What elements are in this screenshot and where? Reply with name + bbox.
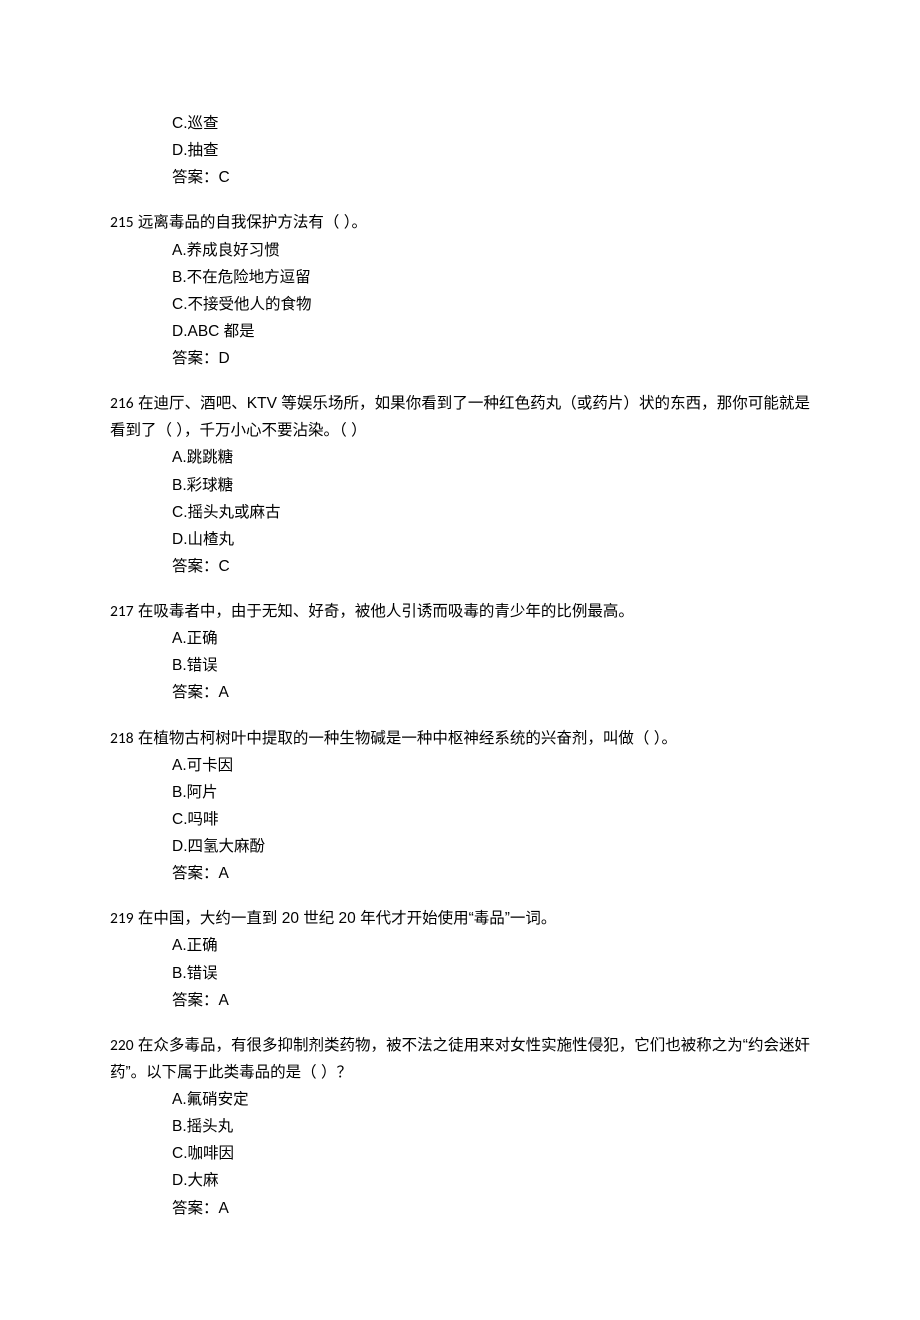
answer-line: 答案：C bbox=[110, 164, 810, 191]
option-line: A.可卡因 bbox=[110, 752, 810, 779]
question-number: 215 bbox=[110, 213, 134, 232]
option-line: B.阿片 bbox=[110, 779, 810, 806]
option-line: C.巡查 bbox=[110, 110, 810, 137]
option-line: A.正确 bbox=[110, 625, 810, 652]
question-text: 219 在中国，大约一直到 20 世纪 20 年代才开始使用“毒品”一词。 bbox=[110, 905, 810, 932]
question-body: 在植物古柯树叶中提取的一种生物碱是一种中枢神经系统的兴奋剂，叫做（ ）。 bbox=[138, 730, 677, 747]
question-body: 在吸毒者中，由于无知、好奇，被他人引诱而吸毒的青少年的比例最高。 bbox=[138, 603, 634, 620]
option-line: D.山楂丸 bbox=[110, 526, 810, 553]
option-line: B.错误 bbox=[110, 652, 810, 679]
option-line: C.吗啡 bbox=[110, 806, 810, 833]
option-line: B.彩球糖 bbox=[110, 472, 810, 499]
question-body: 在中国，大约一直到 20 世纪 20 年代才开始使用“毒品”一词。 bbox=[138, 910, 557, 927]
answer-line: 答案：A bbox=[110, 1195, 810, 1222]
option-line: D.ABC 都是 bbox=[110, 318, 810, 345]
question-219: 219 在中国，大约一直到 20 世纪 20 年代才开始使用“毒品”一词。 A.… bbox=[110, 905, 810, 1014]
question-217: 217 在吸毒者中，由于无知、好奇，被他人引诱而吸毒的青少年的比例最高。 A.正… bbox=[110, 598, 810, 707]
answer-line: 答案：C bbox=[110, 553, 810, 580]
option-line: B.摇头丸 bbox=[110, 1113, 810, 1140]
answer-line: 答案：A bbox=[110, 679, 810, 706]
question-number: 220 bbox=[110, 1036, 134, 1055]
option-line: D.大麻 bbox=[110, 1167, 810, 1194]
answer-line: 答案：A bbox=[110, 987, 810, 1014]
option-line: A.养成良好习惯 bbox=[110, 237, 810, 264]
option-line: C.不接受他人的食物 bbox=[110, 291, 810, 318]
question-number: 217 bbox=[110, 602, 134, 621]
question-216: 216 在迪厅、酒吧、KTV 等娱乐场所，如果你看到了一种红色药丸（或药片）状的… bbox=[110, 390, 810, 580]
answer-line: 答案：A bbox=[110, 860, 810, 887]
option-line: C.摇头丸或麻古 bbox=[110, 499, 810, 526]
question-number: 219 bbox=[110, 909, 134, 928]
question-number: 218 bbox=[110, 729, 134, 748]
option-line: B.不在危险地方逗留 bbox=[110, 264, 810, 291]
question-text: 216 在迪厅、酒吧、KTV 等娱乐场所，如果你看到了一种红色药丸（或药片）状的… bbox=[110, 390, 810, 444]
option-line: B.错误 bbox=[110, 960, 810, 987]
question-218: 218 在植物古柯树叶中提取的一种生物碱是一种中枢神经系统的兴奋剂，叫做（ ）。… bbox=[110, 725, 810, 888]
question-body: 在众多毒品，有很多抑制剂类药物，被不法之徒用来对女性实施性侵犯，它们也被称之为“… bbox=[110, 1037, 810, 1081]
option-line: A.跳跳糖 bbox=[110, 444, 810, 471]
question-number: 216 bbox=[110, 394, 134, 413]
question-215: 215 远离毒品的自我保护方法有（ ）。 A.养成良好习惯 B.不在危险地方逗留… bbox=[110, 209, 810, 372]
option-line: D.抽查 bbox=[110, 137, 810, 164]
document-page: C.巡查 D.抽查 答案：C 215 远离毒品的自我保护方法有（ ）。 A.养成… bbox=[0, 0, 920, 1320]
answer-line: 答案：D bbox=[110, 345, 810, 372]
question-text: 220 在众多毒品，有很多抑制剂类药物，被不法之徒用来对女性实施性侵犯，它们也被… bbox=[110, 1032, 810, 1086]
option-line: C.咖啡因 bbox=[110, 1140, 810, 1167]
question-220: 220 在众多毒品，有很多抑制剂类药物，被不法之徒用来对女性实施性侵犯，它们也被… bbox=[110, 1032, 810, 1222]
question-text: 218 在植物古柯树叶中提取的一种生物碱是一种中枢神经系统的兴奋剂，叫做（ ）。 bbox=[110, 725, 810, 752]
option-line: D.四氢大麻酚 bbox=[110, 833, 810, 860]
option-line: A.正确 bbox=[110, 932, 810, 959]
option-line: A.氟硝安定 bbox=[110, 1086, 810, 1113]
question-text: 217 在吸毒者中，由于无知、好奇，被他人引诱而吸毒的青少年的比例最高。 bbox=[110, 598, 810, 625]
question-fragment: C.巡查 D.抽查 答案：C bbox=[110, 110, 810, 191]
question-text: 215 远离毒品的自我保护方法有（ ）。 bbox=[110, 209, 810, 236]
question-body: 远离毒品的自我保护方法有（ ）。 bbox=[138, 214, 367, 231]
question-body: 在迪厅、酒吧、KTV 等娱乐场所，如果你看到了一种红色药丸（或药片）状的东西，那… bbox=[110, 395, 810, 439]
